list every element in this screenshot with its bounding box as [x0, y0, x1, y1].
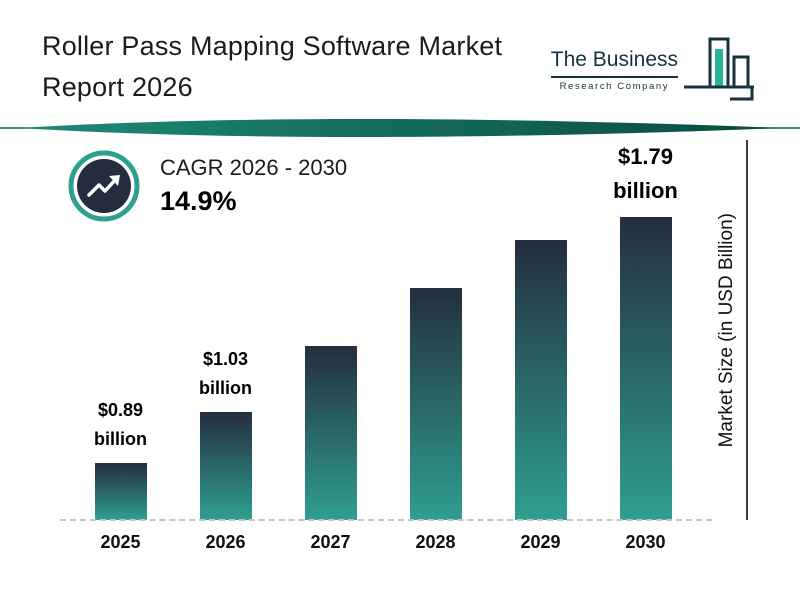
- x-axis-label-2027: 2027: [310, 532, 351, 552]
- x-axis-label-2030: 2030: [625, 532, 666, 552]
- x-axis-label-2025: 2025: [100, 532, 141, 552]
- bar-2025: [94, 463, 147, 520]
- bar-column-2030: $1.79 billion: [593, 140, 698, 520]
- divider-lens: [0, 119, 800, 137]
- bar-2030: [619, 217, 672, 520]
- bar-column-2028: [383, 140, 488, 520]
- page-title-line1: Roller Pass Mapping Software Market: [42, 31, 503, 61]
- logo-bar-chart-icon: [684, 37, 754, 101]
- bar-2029: [514, 240, 567, 520]
- y-axis-label: Market Size (in USD Billion): [716, 212, 737, 448]
- y-axis-label-wrap: Market Size (in USD Billion): [716, 140, 738, 520]
- bar-value-label-2026: $1.03 billion: [199, 349, 252, 399]
- bar-2027: [304, 346, 357, 520]
- bar-column-2025: $0.89 billion: [68, 140, 173, 520]
- cagr-label: CAGR 2026 - 2030: [160, 155, 348, 180]
- bar-value-label-2030: $1.79 billion: [613, 144, 678, 204]
- right-axis-line: [746, 140, 748, 520]
- x-axis-label-2029: 2029: [520, 532, 561, 552]
- company-logo: The Business Research Company: [550, 36, 762, 102]
- cagr-text: CAGR 2026 - 2030 14.9%: [160, 155, 347, 217]
- bar-2026: [199, 412, 252, 520]
- bar-2028: [409, 288, 462, 520]
- bar-chart: $0.89 billion $1.03 billion $1.79 billion: [68, 140, 698, 520]
- page-title: Roller Pass Mapping Software Market Repo…: [42, 26, 502, 108]
- bar-column-2027: [278, 140, 383, 520]
- logo-text-line2: Research Company: [559, 81, 670, 92]
- x-axis-label-2028: 2028: [415, 532, 456, 552]
- logo-text: The Business Research Company: [550, 36, 678, 92]
- x-axis-baseline: [60, 519, 712, 521]
- x-axis-label-2026: 2026: [205, 532, 246, 552]
- cagr-section: CAGR 2026 - 2030 14.9%: [68, 150, 347, 222]
- bar-column-2026: $1.03 billion: [173, 140, 278, 520]
- page-title-line2: Report 2026: [42, 72, 193, 102]
- cagr-value: 14.9%: [160, 186, 237, 216]
- bar-column-2029: [488, 140, 593, 520]
- bar-value-label-2025: $0.89 billion: [94, 400, 147, 450]
- x-axis-labels: 2025 2026 2027 2028 2029 2030: [68, 532, 698, 553]
- logo-text-line1: The Business: [550, 48, 678, 78]
- growth-trend-icon: [68, 150, 140, 222]
